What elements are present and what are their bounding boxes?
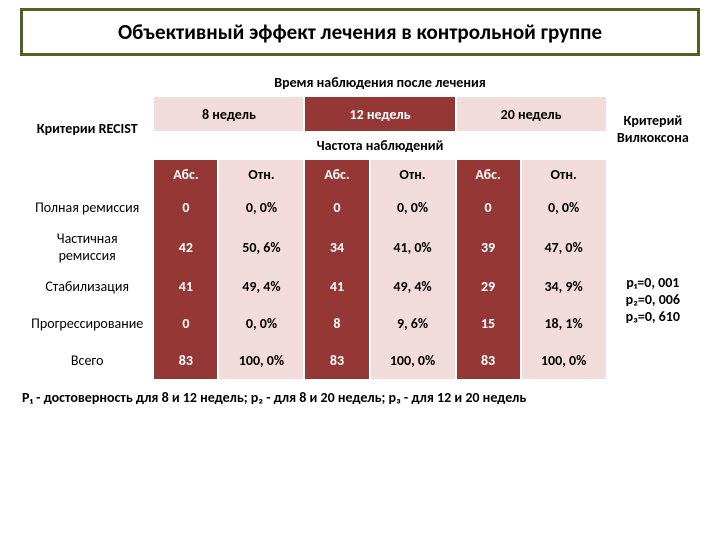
row-label: Частичная ремиссия (22, 226, 152, 268)
cell: 0, 0% (371, 189, 455, 226)
cell: 83 (305, 342, 368, 379)
page-title: Объективный эффект лечения в контрольной… (118, 19, 602, 45)
cell: 0, 0% (219, 189, 303, 226)
cell: 18, 1% (522, 305, 606, 342)
table-row: Стабилизация 41 49, 4% 41 49, 4% 29 34, … (22, 268, 698, 305)
col-observation-time: Время наблюдения после лечения (154, 68, 605, 97)
p1: p₁=0, 001 (612, 274, 694, 291)
col-wilcoxon: Критерий Вилкоксона (608, 68, 698, 189)
footnote: P₁ - достоверность для 8 и 12 недель; p₂… (22, 389, 698, 406)
cell: 42 (154, 226, 217, 268)
col-criteria: Критерии RECIST (22, 68, 152, 189)
cell: 0 (154, 189, 217, 226)
cell: 0 (154, 305, 217, 342)
col-rel-8: Отн. (219, 160, 303, 189)
p2: p₂=0, 006 (612, 291, 694, 308)
row-label: Прогрессирование (22, 305, 152, 342)
table-row: Прогрессирование 0 0, 0% 8 9, 6% 15 18, … (22, 305, 698, 342)
cell: 34, 9% (522, 268, 606, 305)
data-table: Критерии RECIST Время наблюдения после л… (20, 68, 700, 379)
cell: 8 (305, 305, 368, 342)
cell: 49, 4% (371, 268, 455, 305)
cell: 15 (457, 305, 520, 342)
cell: 9, 6% (371, 305, 455, 342)
cell: 0, 0% (219, 305, 303, 342)
cell: 47, 0% (522, 226, 606, 268)
title-container: Объективный эффект лечения в контрольной… (20, 8, 700, 56)
col-8w: 8 недель (154, 97, 303, 131)
cell: 41 (305, 268, 368, 305)
row-label: Стабилизация (22, 268, 152, 305)
cell: 50, 6% (219, 226, 303, 268)
pvalues-cell: p₁=0, 001 p₂=0, 006 p₃=0, 610 (608, 189, 698, 379)
table-row: Полная ремиссия 0 0, 0% 0 0, 0% 0 0, 0% … (22, 189, 698, 226)
row-label: Полная ремиссия (22, 189, 152, 226)
cell: 100, 0% (522, 342, 606, 379)
col-rel-20: Отн. (522, 160, 606, 189)
cell: 100, 0% (371, 342, 455, 379)
table-row: Частичная ремиссия 42 50, 6% 34 41, 0% 3… (22, 226, 698, 268)
cell: 0, 0% (522, 189, 606, 226)
col-12w: 12 недель (305, 97, 454, 131)
title-border: Объективный эффект лечения в контрольной… (20, 8, 700, 56)
cell: 41 (154, 268, 217, 305)
cell: 34 (305, 226, 368, 268)
col-abs-8: Абс. (154, 160, 217, 189)
cell: 49, 4% (219, 268, 303, 305)
title-inner: Объективный эффект лечения в контрольной… (23, 11, 697, 53)
col-freq: Частота наблюдений (154, 131, 605, 160)
p3: p₃=0, 610 (612, 308, 694, 325)
cell: 83 (154, 342, 217, 379)
col-20w: 20 недель (457, 97, 606, 131)
col-abs-20: Абс. (457, 160, 520, 189)
table-row: Всего 83 100, 0% 83 100, 0% 83 100, 0% (22, 342, 698, 379)
cell: 83 (457, 342, 520, 379)
row-label: Всего (22, 342, 152, 379)
cell: 29 (457, 268, 520, 305)
cell: 0 (305, 189, 368, 226)
cell: 100, 0% (219, 342, 303, 379)
cell: 39 (457, 226, 520, 268)
col-abs-12: Абс. (305, 160, 368, 189)
cell: 0 (457, 189, 520, 226)
col-rel-12: Отн. (371, 160, 455, 189)
cell: 41, 0% (371, 226, 455, 268)
